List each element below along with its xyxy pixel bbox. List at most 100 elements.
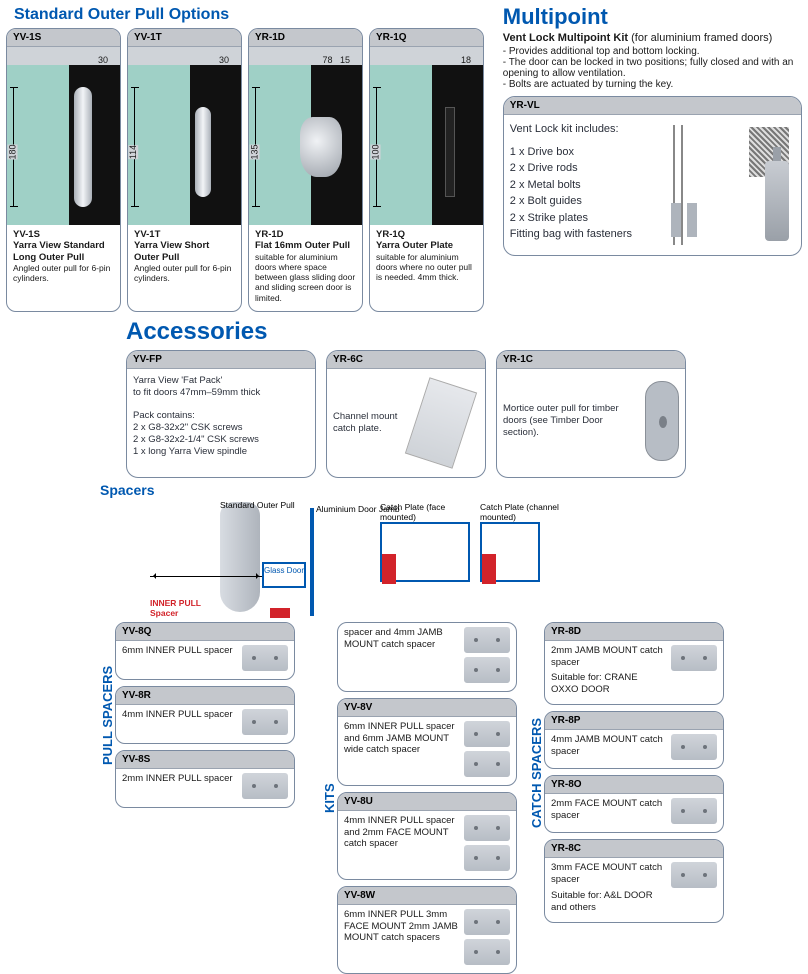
spacer-code: YR-8C bbox=[545, 840, 723, 858]
spacer-body: 3mm FACE MOUNT catch spacerSuitable for:… bbox=[545, 858, 723, 922]
spacer-chip-icon bbox=[671, 798, 717, 824]
spacer-card: YV-8Q6mm INNER PULL spacer bbox=[115, 622, 295, 680]
yrvl-include-item: 2 x Bolt guides bbox=[510, 193, 667, 210]
spacer-code: YV-8V bbox=[338, 699, 516, 717]
spacer-code: YR-8D bbox=[545, 623, 723, 641]
diagram-catchchannel-label: Catch Plate (channel mounted) bbox=[480, 502, 560, 522]
spacer-chip-icon bbox=[242, 645, 288, 671]
spacer-card: YR-8P 4mm JAMB MOUNT catch spacer bbox=[544, 711, 724, 769]
spacer-text: 2mm JAMB MOUNT catch spacerSuitable for:… bbox=[551, 645, 665, 697]
spacer-code: YV-8R bbox=[116, 687, 294, 705]
spacer-body: 4mm JAMB MOUNT catch spacer bbox=[545, 730, 723, 768]
spacer-chip-icon bbox=[464, 939, 510, 965]
accessory-body: Yarra View 'Fat Pack'to fit doors 47mm–5… bbox=[127, 369, 315, 464]
accessory-text: Yarra View 'Fat Pack'to fit doors 47mm–5… bbox=[133, 375, 260, 458]
spacer-chip-icon bbox=[671, 734, 717, 760]
spacer-body: 6mm INNER PULL spacer and 6mm JAMB MOUNT… bbox=[338, 717, 516, 785]
diagram-glass-label: Glass Door bbox=[262, 562, 306, 588]
spacer-text: 2mm INNER PULL spacer bbox=[122, 773, 236, 799]
spacer-text: 4mm INNER PULL spacer bbox=[122, 709, 236, 735]
spacer-chip-icon bbox=[464, 751, 510, 777]
spacer-card: YV-8W 6mm INNER PULL 3mm FACE MOUNT 2mm J… bbox=[337, 886, 517, 974]
spacer-code: YV-8Q bbox=[116, 623, 294, 641]
spacer-text: 6mm INNER PULL spacer and 6mm JAMB MOUNT… bbox=[344, 721, 458, 777]
spacer-card: YV-8R 4mm INNER PULL spacer bbox=[115, 686, 295, 744]
pull-card-image: 18030 bbox=[7, 47, 120, 225]
accessory-body: Channel mountcatch plate. bbox=[327, 369, 485, 477]
spacer-body: 2mm JAMB MOUNT catch spacerSuitable for:… bbox=[545, 641, 723, 705]
spacer-card: YV-8U4mm INNER PULL spacer and 2mm FACE … bbox=[337, 792, 517, 880]
pull-card-image: 11430 bbox=[128, 47, 241, 225]
accessory-code: YR-1C bbox=[497, 351, 685, 369]
yrvl-include-item: 2 x Strike plates bbox=[510, 210, 667, 227]
spacer-chip-icon bbox=[464, 815, 510, 841]
yrvl-card: YR-VL Vent Lock kit includes: 1 x Drive … bbox=[503, 96, 802, 256]
mortice-icon bbox=[645, 381, 679, 461]
accessory-card: YV-FP Yarra View 'Fat Pack'to fit doors 4… bbox=[126, 350, 316, 478]
yrvl-image bbox=[667, 121, 795, 243]
diagram-stdpull-label: Standard Outer Pull bbox=[220, 500, 295, 510]
pull-card: YR-1Q10018YR-1QYarra Outer Platesuitable… bbox=[369, 28, 484, 312]
accessory-body: Mortice outer pull for timberdoors (see … bbox=[497, 369, 685, 473]
pull-card-text: YR-1DFlat 16mm Outer Pullsuitable for al… bbox=[249, 225, 362, 311]
yrvl-code: YR-VL bbox=[504, 97, 801, 115]
multipoint-bullet: The door can be locked in two positions;… bbox=[503, 57, 802, 79]
spacer-body: 2mm INNER PULL spacer bbox=[116, 769, 294, 807]
kits-stack: spacer and 4mm JAMB MOUNT catch spacer YV… bbox=[337, 622, 517, 974]
spacer-text: 3mm FACE MOUNT catch spacerSuitable for:… bbox=[551, 862, 665, 914]
spacer-text: 2mm FACE MOUNT catch spacer bbox=[551, 798, 665, 824]
spacer-text: 4mm JAMB MOUNT catch spacer bbox=[551, 734, 665, 760]
spacer-body: 4mm INNER PULL spacer and 2mm FACE MOUNT… bbox=[338, 811, 516, 879]
spacer-chip-icon bbox=[464, 627, 510, 653]
spacer-code: YR-8P bbox=[545, 712, 723, 730]
spacer-code: YV-8U bbox=[338, 793, 516, 811]
pull-card-text: YV-1TYarra View Short Outer PullAngled o… bbox=[128, 225, 241, 292]
catch-spacers-stack: YR-8D 2mm JAMB MOUNT catch spacerSuitable… bbox=[544, 622, 724, 923]
spacer-card: spacer and 4mm JAMB MOUNT catch spacer bbox=[337, 622, 517, 692]
pull-card-text: YV-1SYarra View Standard Long Outer Pull… bbox=[7, 225, 120, 292]
multipoint-subtitle: Vent Lock Multipoint Kit (for aluminium … bbox=[503, 32, 802, 44]
pull-card: YV-1T11430YV-1TYarra View Short Outer Pu… bbox=[127, 28, 242, 312]
accessory-card: YR-6CChannel mountcatch plate. bbox=[326, 350, 486, 478]
spacer-card: YV-8S2mm INNER PULL spacer bbox=[115, 750, 295, 808]
spacer-chip-icon bbox=[464, 845, 510, 871]
multipoint-subtitle-bold: Vent Lock Multipoint Kit bbox=[503, 32, 628, 44]
spacer-body: 6mm INNER PULL spacer bbox=[116, 641, 294, 679]
multipoint-column: Multipoint Vent Lock Multipoint Kit (for… bbox=[493, 0, 802, 312]
pull-card-code: YV-1S bbox=[7, 29, 120, 47]
outer-pull-title: Standard Outer Pull Options bbox=[6, 0, 493, 28]
spacer-text: spacer and 4mm JAMB MOUNT catch spacer bbox=[344, 627, 458, 683]
spacer-chip-icon bbox=[464, 721, 510, 747]
spacer-code: YR-8O bbox=[545, 776, 723, 794]
pull-card-image: 10018 bbox=[370, 47, 483, 225]
spacer-chip-icon bbox=[671, 645, 717, 671]
spacer-body: 2mm FACE MOUNT catch spacer bbox=[545, 794, 723, 832]
spacer-card: YV-8V 6mm INNER PULL spacer and 6mm JAMB … bbox=[337, 698, 517, 786]
multipoint-bullet: Provides additional top and bottom locki… bbox=[503, 46, 802, 57]
multipoint-title: Multipoint bbox=[503, 0, 802, 32]
pull-card-code: YV-1T bbox=[128, 29, 241, 47]
spacer-card: YR-8C 3mm FACE MOUNT catch spacerSuitable… bbox=[544, 839, 724, 923]
spacer-text: 6mm INNER PULL 3mm FACE MOUNT 2mm JAMB M… bbox=[344, 909, 458, 965]
pull-spacers-stack: YV-8Q6mm INNER PULL spacer YV-8R 4mm INNER… bbox=[115, 622, 295, 808]
yrvl-include-item: Fitting bag with fasteners bbox=[510, 226, 667, 243]
multipoint-subtitle-rest: (for aluminium framed doors) bbox=[628, 32, 772, 44]
diagram-inner-label: INNER PULL Spacer bbox=[150, 598, 220, 618]
pull-spacers-col: PULL SPACERS YV-8Q6mm INNER PULL spacerY… bbox=[100, 622, 310, 808]
multipoint-bullet: Bolts are actuated by turning the key. bbox=[503, 79, 802, 90]
spacer-chip-icon bbox=[242, 773, 288, 799]
spacer-body: 4mm INNER PULL spacer bbox=[116, 705, 294, 743]
kits-col: KITS spacer and 4mm JAMB MOUNT catch spa… bbox=[322, 622, 517, 974]
pull-card-code: YR-1Q bbox=[370, 29, 483, 47]
accessory-code: YV-FP bbox=[127, 351, 315, 369]
yrvl-includes-title: Vent Lock kit includes: bbox=[510, 121, 667, 138]
catch-spacers-label: CATCH SPACERS bbox=[529, 622, 544, 923]
yrvl-includes-items: 1 x Drive box2 x Drive rods2 x Metal bol… bbox=[510, 144, 667, 243]
accessory-text: Channel mountcatch plate. bbox=[333, 411, 397, 435]
pull-card: YR-1D13578 15YR-1DFlat 16mm Outer Pullsu… bbox=[248, 28, 363, 312]
yrvl-include-item: 1 x Drive box bbox=[510, 144, 667, 161]
spacers-diagram: Glass Door Standard Outer Pull Aluminium… bbox=[150, 502, 580, 622]
top-row: Standard Outer Pull Options YV-1S18030YV… bbox=[0, 0, 808, 312]
spacer-code: YV-8W bbox=[338, 887, 516, 905]
pull-card: YV-1S18030YV-1SYarra View Standard Long … bbox=[6, 28, 121, 312]
